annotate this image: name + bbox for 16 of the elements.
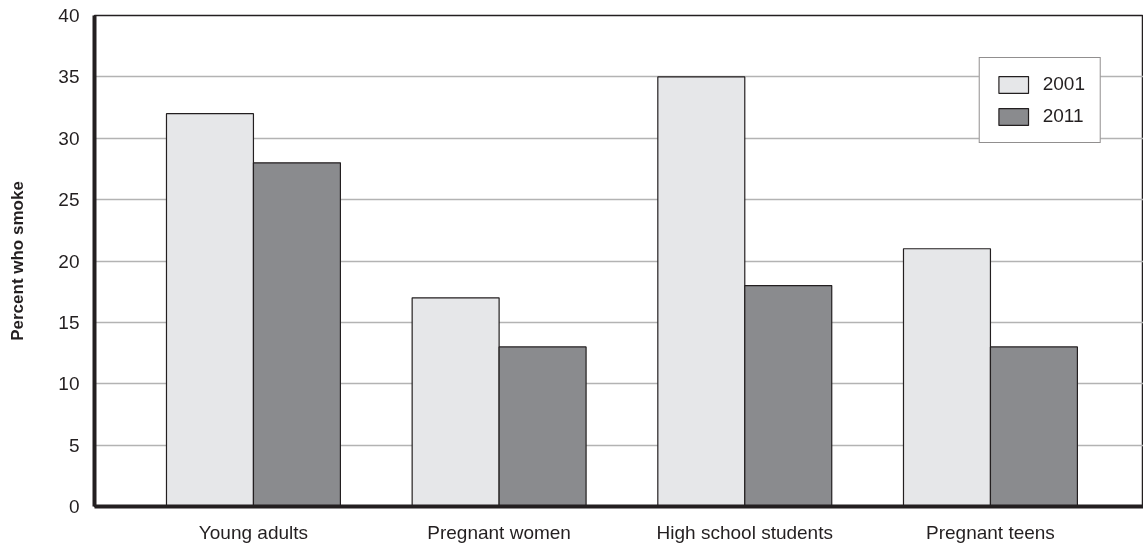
legend-label: 2011: [1042, 105, 1084, 127]
y-tick-label: 25: [58, 189, 80, 211]
x-tick-label: Pregnant teens: [926, 521, 1055, 543]
x-tick-label: Pregnant women: [427, 521, 571, 543]
y-axis-title: Percent who smoke: [8, 181, 28, 341]
y-tick-label: 0: [68, 496, 80, 517]
x-tick-label: High school students: [656, 521, 833, 543]
y-tick-label: 5: [68, 434, 80, 456]
y-tick-label: 15: [58, 311, 80, 333]
y-tick-label: 40: [58, 5, 80, 26]
y-tick-label: 10: [58, 373, 80, 395]
y-tick-label: 35: [58, 66, 80, 88]
y-tick-label: 20: [58, 250, 80, 272]
legend-label: 2001: [1042, 73, 1085, 95]
y-tick-label: 30: [58, 127, 80, 149]
x-tick-label: Young adults: [198, 521, 309, 543]
